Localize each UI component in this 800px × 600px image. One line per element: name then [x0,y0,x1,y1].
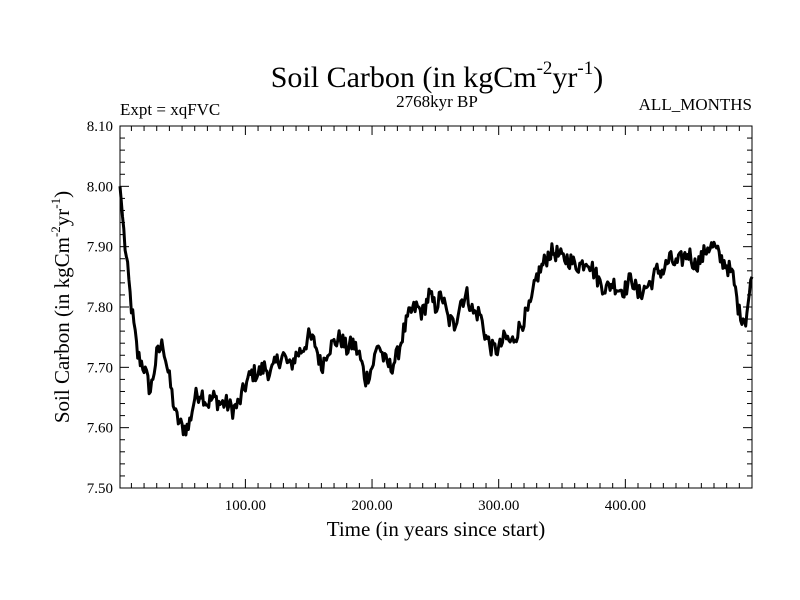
y-tick-label: 7.80 [87,300,113,316]
x-tick-label: 100.00 [225,498,266,514]
y-tick-label: 7.70 [87,360,113,376]
soil-carbon-series-line [118,186,754,437]
x-tick-label: 400.00 [605,498,646,514]
y-axis-label-exponent-2: -1 [48,198,63,209]
y-tick-label: 8.10 [87,119,113,135]
y-tick-label: 7.50 [87,481,113,497]
y-tick-label: 7.60 [87,421,113,437]
y-tick-label: 8.00 [87,179,113,195]
chart-title-middle: yr [552,61,577,94]
y-axis-label-suffix: ) [50,191,74,198]
chart-title-prefix: Soil Carbon (in kgCm [271,61,537,94]
y-axis-label-exponent-1: -2 [48,226,63,237]
period-label: 2768kyr BP [396,92,478,111]
x-axis-label: Time (in years since start) [327,517,546,541]
y-axis-label: Soil Carbon (in kgCm-2yr-1) [48,191,74,423]
chart-title-exponent-1: -2 [537,58,553,79]
chart-title: Soil Carbon (in kgCm-2yr-1) [271,58,604,94]
x-tick-label: 200.00 [351,498,392,514]
chart-title-suffix: ) [593,61,603,94]
y-axis-label-prefix: Soil Carbon (in kgCm [50,237,74,423]
x-axis: 100.00 200.00 300.00 400.00 [130,126,740,514]
chart-title-exponent-2: -1 [577,58,593,79]
experiment-label: Expt = xqFVC [120,100,220,119]
y-tick-label: 7.90 [87,240,113,256]
y-axis-label-middle: yr [50,209,74,227]
months-label: ALL_MONTHS [639,95,752,114]
x-tick-label: 300.00 [478,498,519,514]
